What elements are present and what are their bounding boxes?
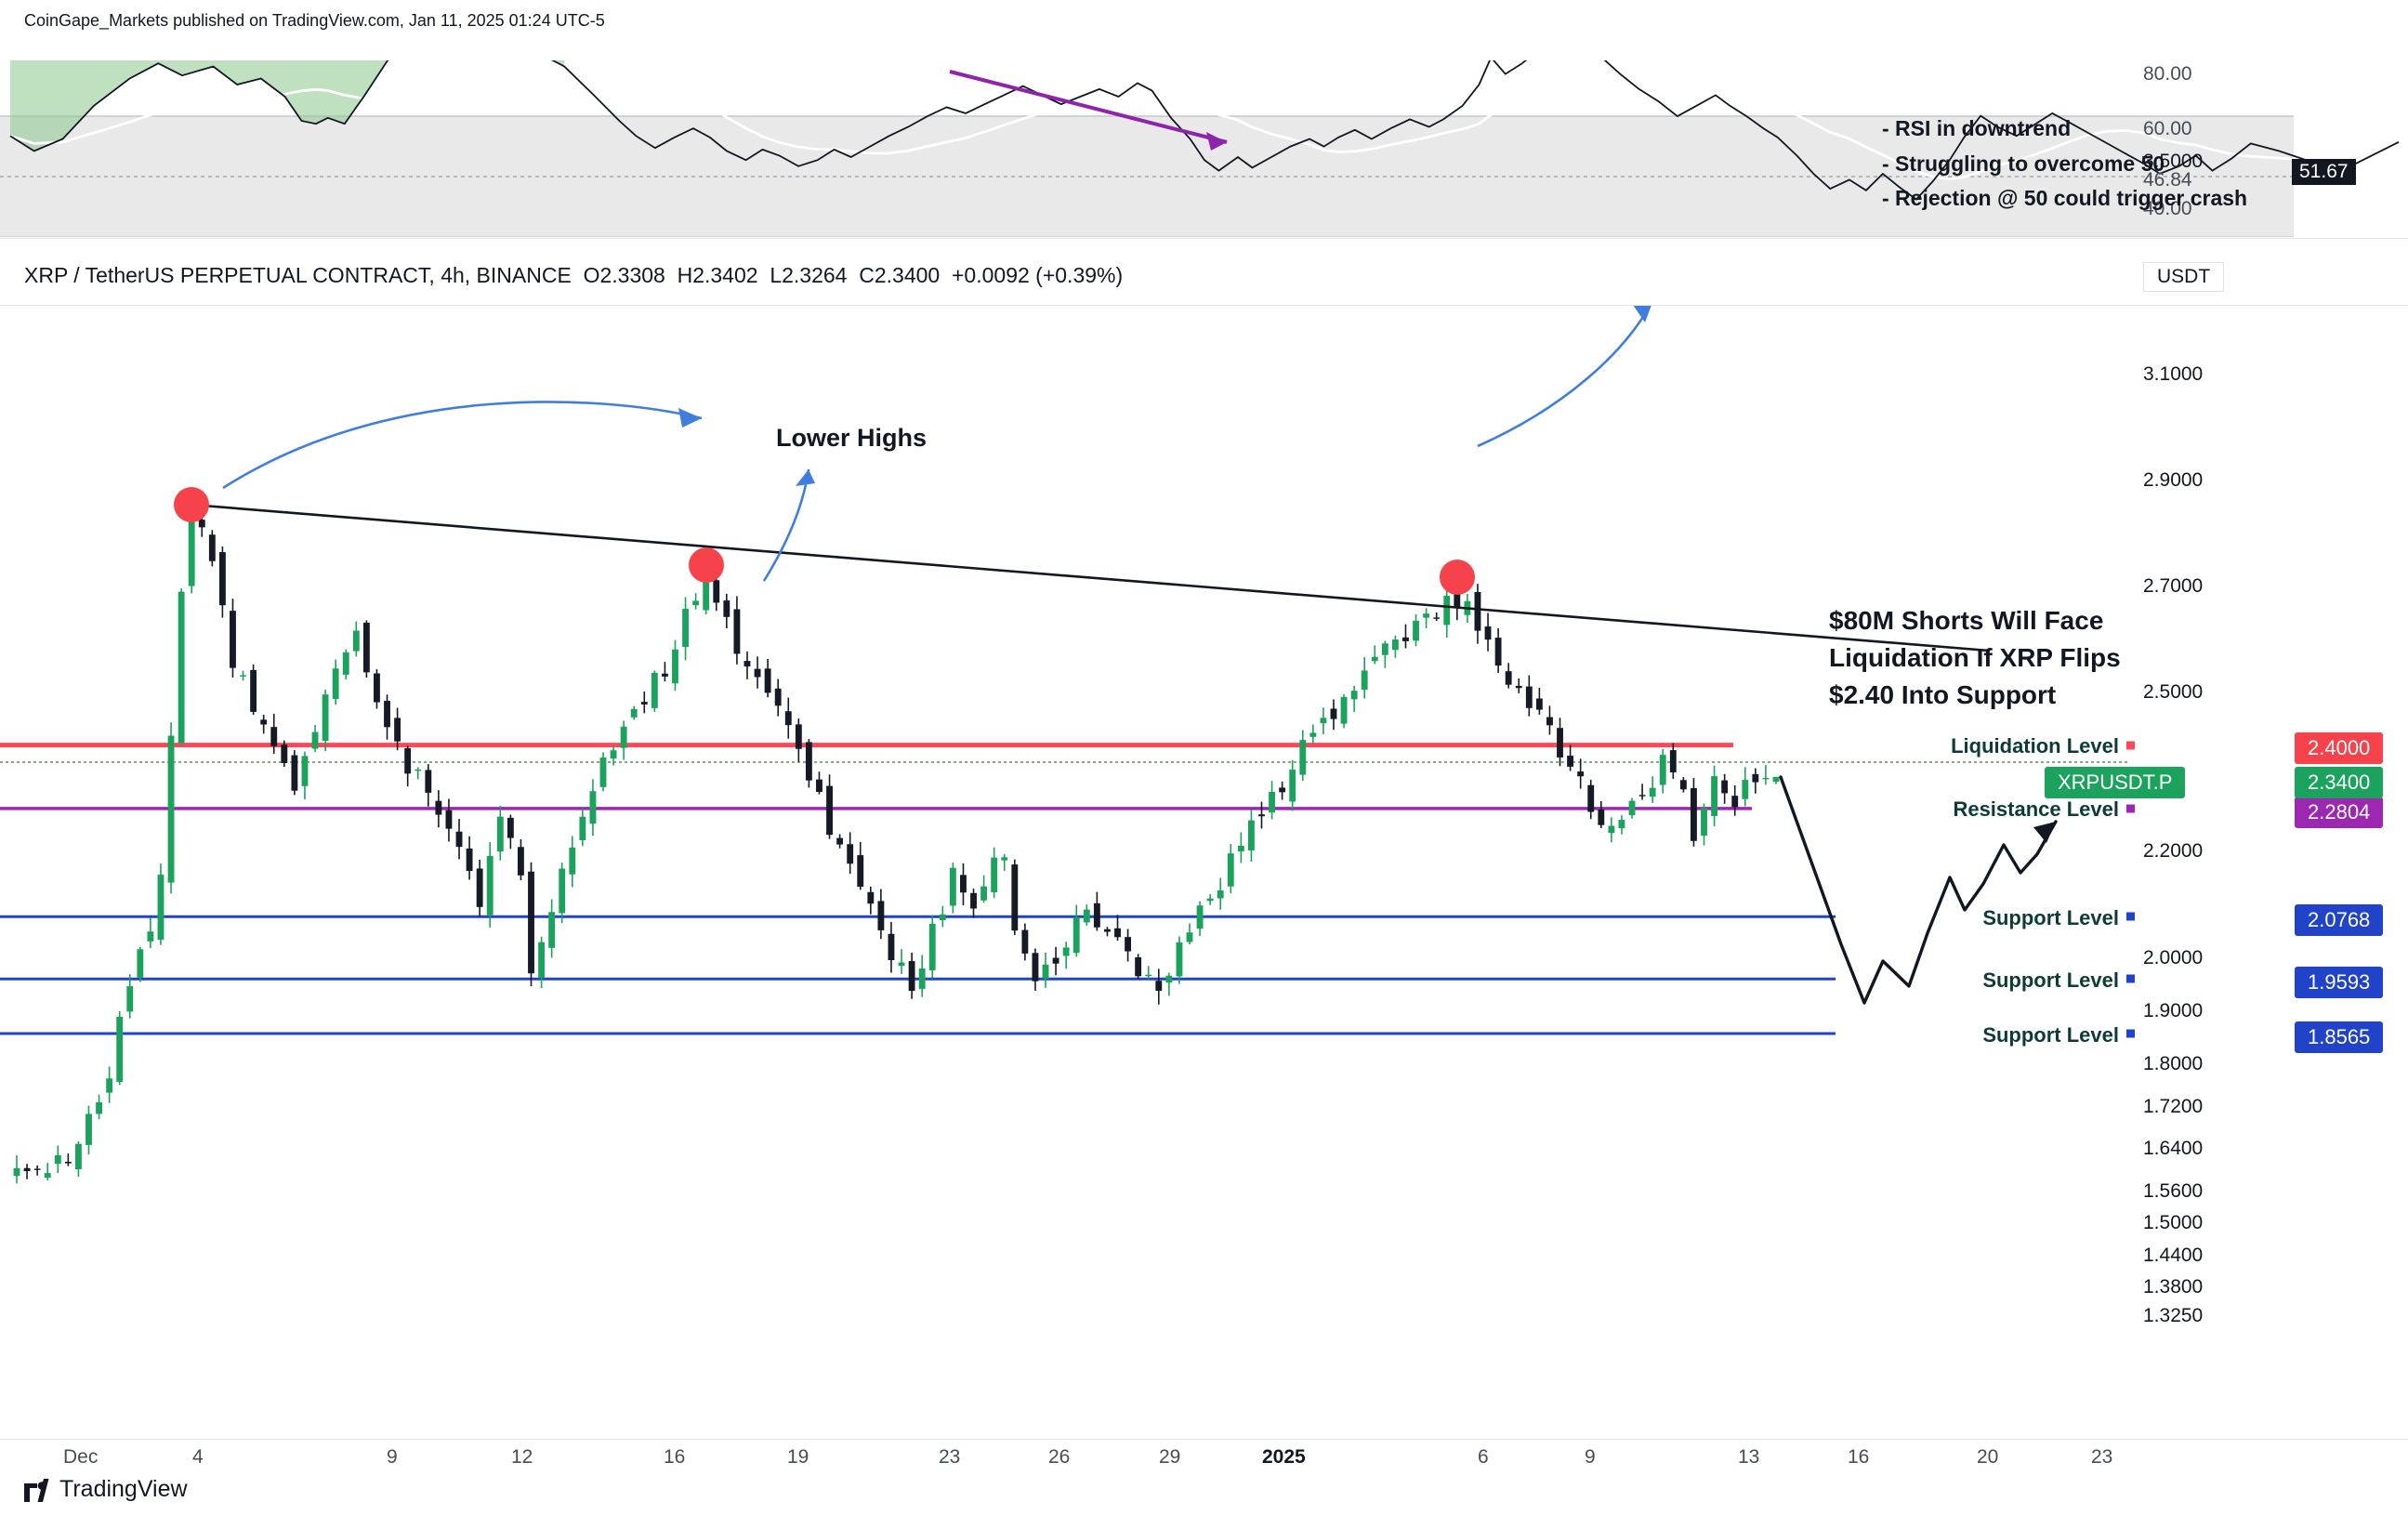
svg-text:Lower Highs: Lower Highs xyxy=(776,424,927,452)
